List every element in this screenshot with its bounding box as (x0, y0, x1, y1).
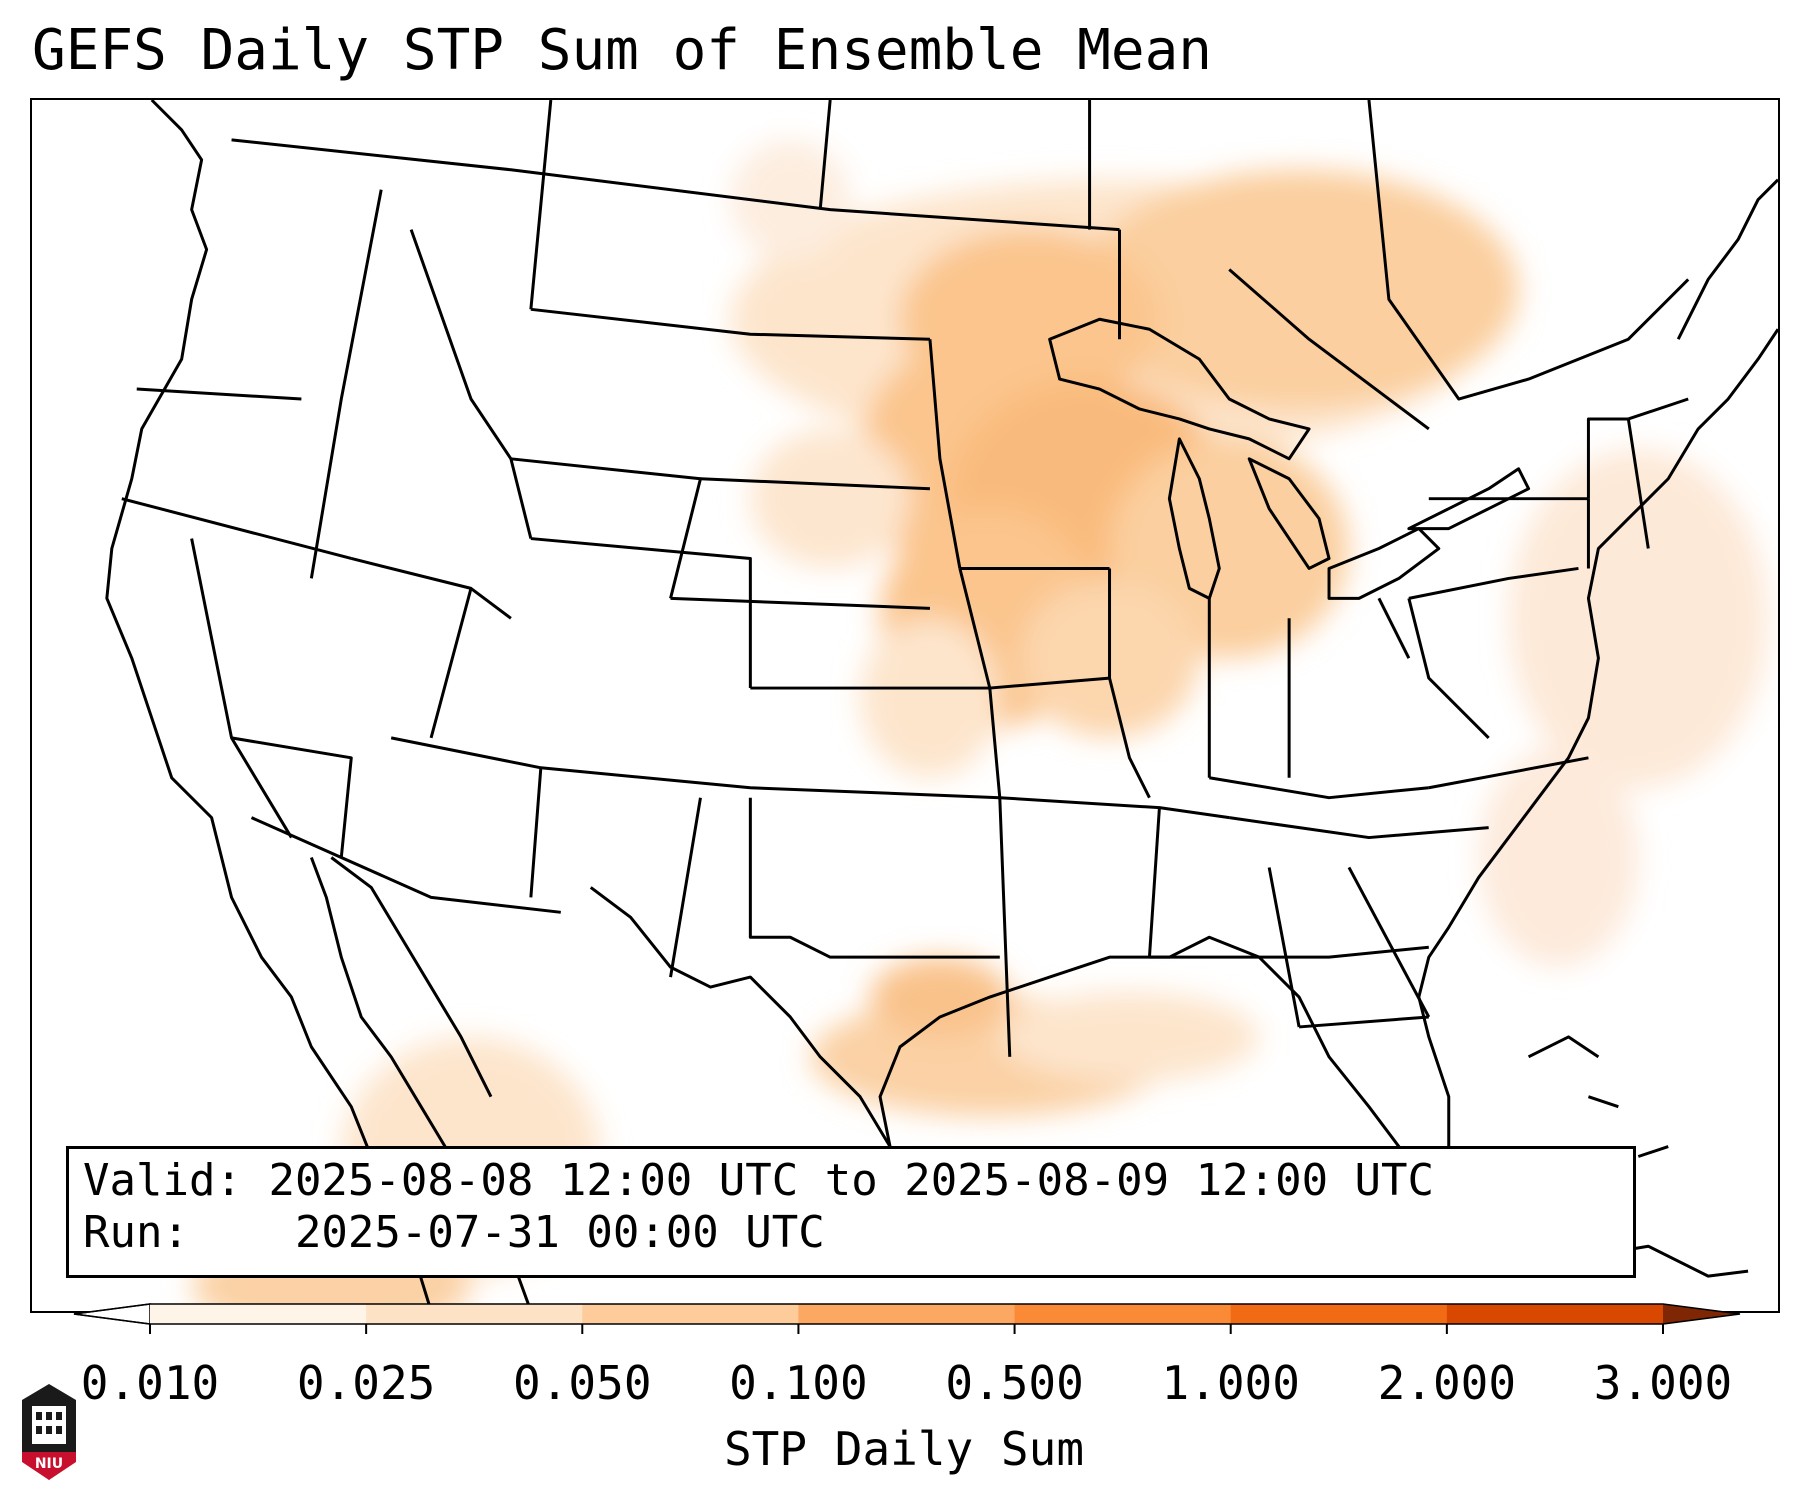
run-line: Run: 2025-07-31 00:00 UTC (83, 1207, 1619, 1259)
colorbar-segment-1 (366, 1304, 583, 1324)
colorbar-segment-0 (150, 1304, 367, 1324)
colorbar-ticks (149, 1324, 1664, 1334)
great-lakes (1048, 317, 1531, 600)
tick-label-6: 2.000 (1377, 1356, 1517, 1410)
niu-logo: NIU (22, 1384, 76, 1480)
colorbar-segment-5 (1230, 1304, 1448, 1324)
tick-label-3: 0.100 (729, 1356, 868, 1410)
stp-shading (191, 139, 1769, 1311)
colorbar-segment-3 (798, 1304, 1016, 1324)
tick-label-7: 3.000 (1593, 1356, 1733, 1410)
colorbar-segments (73, 1303, 1741, 1325)
map-panel (30, 98, 1780, 1313)
colorbar-segment-4 (1014, 1304, 1232, 1324)
colorbar-extend-max (1663, 1304, 1740, 1324)
colorbar-label: STP Daily Sum (723, 1422, 1085, 1476)
valid-value: 2025-08-08 12:00 UTC to 2025-08-09 12:00… (268, 1155, 1435, 1206)
run-value: 2025-07-31 00:00 UTC (294, 1207, 825, 1258)
tick-label-2: 0.050 (513, 1356, 652, 1410)
map-title: GEFS Daily STP Sum of Ensemble Mean (32, 18, 1213, 83)
colorbar-segment-2 (582, 1304, 799, 1324)
colorbar-extend-min (73, 1303, 151, 1325)
valid-label: Valid: (83, 1155, 242, 1206)
validity-info-box: Valid: 2025-08-08 12:00 UTC to 2025-08-0… (66, 1146, 1636, 1278)
colorbar-segment-6 (1446, 1304, 1664, 1324)
tick-label-1: 0.025 (296, 1356, 436, 1410)
coastlines (105, 100, 1778, 1311)
colorbar (73, 1303, 1741, 1334)
tick-label-0: 0.010 (80, 1356, 220, 1410)
valid-line: Valid: 2025-08-08 12:00 UTC to 2025-08-0… (83, 1155, 1619, 1207)
tick-label-5: 1.000 (1161, 1356, 1300, 1410)
borders (121, 100, 1690, 1057)
svg-text:NIU: NIU (35, 1456, 63, 1472)
run-label: Run: (83, 1207, 189, 1258)
usa-map (105, 100, 1778, 1311)
tick-label-4: 0.500 (945, 1356, 1084, 1410)
